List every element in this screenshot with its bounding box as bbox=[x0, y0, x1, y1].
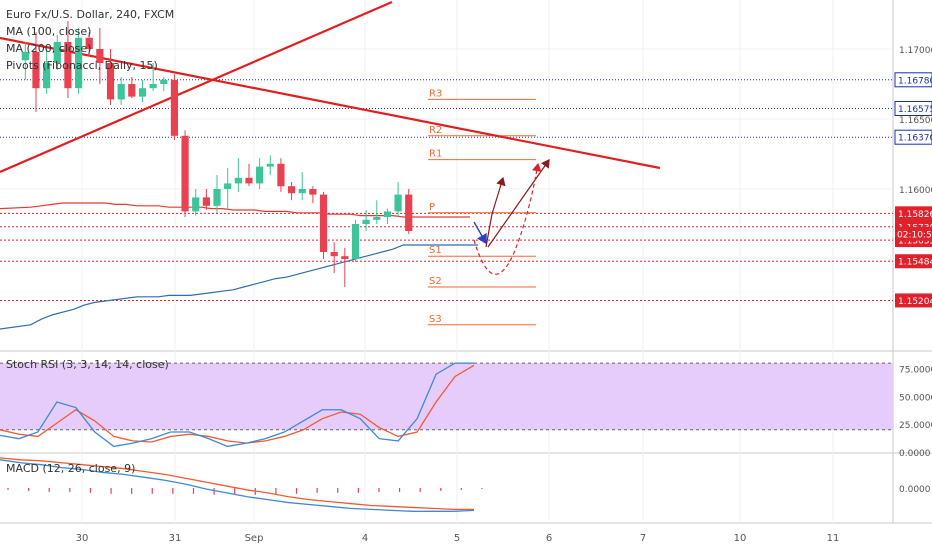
candle-body bbox=[85, 37, 93, 49]
candle-body bbox=[74, 37, 83, 89]
countdown-badge-text: 02:10:50 bbox=[897, 230, 932, 240]
candle-body bbox=[383, 211, 392, 217]
candle-body bbox=[256, 166, 264, 184]
candle-body bbox=[266, 163, 274, 167]
candle-body bbox=[192, 197, 200, 212]
candle-body bbox=[43, 63, 51, 89]
legend-ma100: MA (100, close) bbox=[6, 25, 92, 38]
candle-body bbox=[202, 197, 210, 206]
candle-body bbox=[64, 42, 72, 89]
price-tick-label: 1.17000 bbox=[899, 46, 932, 56]
candle-body bbox=[106, 63, 115, 100]
stoch-rsi-k-line bbox=[0, 362, 474, 448]
time-tick-label: 30 bbox=[76, 533, 89, 544]
candle-body bbox=[21, 51, 29, 61]
price-level-badge-text: 1.16575 bbox=[898, 105, 932, 115]
time-tick-label: Sep bbox=[245, 533, 264, 544]
candle-body bbox=[170, 79, 179, 136]
candle-body bbox=[138, 88, 147, 97]
candle-body bbox=[330, 252, 338, 257]
price-level-badge bbox=[895, 206, 932, 221]
price-level-badge-text: 1.16780 bbox=[898, 76, 932, 86]
candle-body bbox=[32, 51, 40, 89]
candle-body bbox=[373, 217, 381, 220]
projection-arrow-down bbox=[473, 221, 487, 245]
price-level-badge bbox=[894, 72, 932, 88]
ascending-trendline bbox=[0, 0, 393, 174]
candle-body bbox=[277, 163, 285, 187]
candle-body bbox=[96, 49, 104, 63]
price-level-badge-text: 1.15635 bbox=[898, 237, 932, 247]
candle-body bbox=[181, 135, 189, 212]
ma200-line bbox=[0, 244, 478, 330]
candle-body bbox=[319, 194, 328, 252]
time-tick-label: 4 bbox=[362, 533, 368, 544]
candle-body bbox=[351, 224, 360, 259]
time-tick-label: 31 bbox=[169, 533, 182, 544]
descending-trendline bbox=[0, 36, 661, 170]
time-tick-label: 10 bbox=[734, 533, 747, 544]
candle-body bbox=[234, 177, 242, 184]
main-legend: Euro Fx/U.S. Dollar, 240, FXCM MA (100, … bbox=[6, 6, 174, 74]
time-tick-label: 11 bbox=[827, 533, 840, 544]
pivot-label: S2 bbox=[429, 276, 442, 287]
candle-body bbox=[128, 84, 136, 97]
legend-title: Euro Fx/U.S. Dollar, 240, FXCM bbox=[6, 8, 175, 21]
candle-body bbox=[394, 194, 402, 212]
macd-line bbox=[0, 459, 475, 512]
candle-body bbox=[341, 256, 349, 259]
candle-body bbox=[362, 219, 370, 224]
stoch-rsi-title: Stoch RSI (3, 3, 14, 14, close) bbox=[6, 358, 169, 371]
price-level-badge bbox=[895, 293, 932, 308]
candle-body bbox=[53, 42, 61, 63]
stoch-rsi-tick-label: 25.0000 bbox=[899, 421, 932, 431]
candle-body bbox=[309, 189, 317, 195]
price-tick-label: 1.16000 bbox=[899, 186, 932, 196]
stoch-rsi-tick-label: 0.0000 bbox=[899, 449, 931, 459]
projection-dashed-path bbox=[473, 162, 542, 275]
pivot-label: P bbox=[429, 202, 435, 213]
candle-body bbox=[149, 84, 157, 89]
pivot-label: S1 bbox=[429, 245, 442, 256]
time-tick-label: 5 bbox=[454, 533, 460, 544]
macd-legend: MACD (12, 26, close, 9) bbox=[6, 460, 135, 477]
stoch-rsi-tick-label: 50.0000 bbox=[899, 393, 932, 403]
pivot-label: R2 bbox=[429, 125, 442, 136]
candle-body bbox=[245, 177, 253, 184]
candle-body bbox=[224, 183, 232, 189]
candle-body bbox=[117, 84, 125, 100]
projection-arrow-up-long bbox=[487, 159, 550, 248]
countdown-badge bbox=[895, 226, 932, 241]
stoch-rsi-tick-label: 75.0000 bbox=[899, 366, 932, 376]
stoch-rsi-band bbox=[0, 363, 893, 430]
projection-arrow-up-short bbox=[485, 176, 506, 248]
time-tick-label: 7 bbox=[640, 533, 646, 544]
candle-body bbox=[405, 194, 413, 231]
time-tick-label: 6 bbox=[546, 533, 552, 544]
candle-body bbox=[287, 186, 296, 194]
legend-ma200: MA (200, close) bbox=[6, 42, 92, 55]
candle-body bbox=[298, 189, 306, 194]
stoch-rsi-legend: Stoch RSI (3, 3, 14, 14, close) bbox=[6, 356, 169, 373]
pivot-label: R3 bbox=[429, 88, 442, 99]
price-level-badge-text: 1.16370 bbox=[898, 134, 932, 144]
price-tick-label: 1.16500 bbox=[899, 116, 932, 126]
macd-title: MACD (12, 26, close, 9) bbox=[6, 462, 136, 475]
candle-body bbox=[160, 79, 168, 84]
price-level-badge bbox=[894, 129, 932, 145]
pivot-label: R1 bbox=[429, 149, 442, 160]
price-level-badge bbox=[894, 101, 932, 116]
legend-pivots: Pivots (Fibonacci, Daily, 15) bbox=[6, 59, 158, 72]
price-level-badge-text: 1.15826 bbox=[898, 210, 932, 220]
price-level-badge-text: 1.15484 bbox=[898, 258, 932, 268]
macd-tick-label: 0.0000 bbox=[899, 485, 931, 495]
pivot-label: S3 bbox=[429, 314, 442, 325]
candle-body bbox=[213, 189, 221, 206]
price-level-badge bbox=[895, 254, 932, 269]
macd-signal-line bbox=[0, 457, 474, 511]
price-level-badge-text: 1.15204 bbox=[898, 297, 932, 307]
